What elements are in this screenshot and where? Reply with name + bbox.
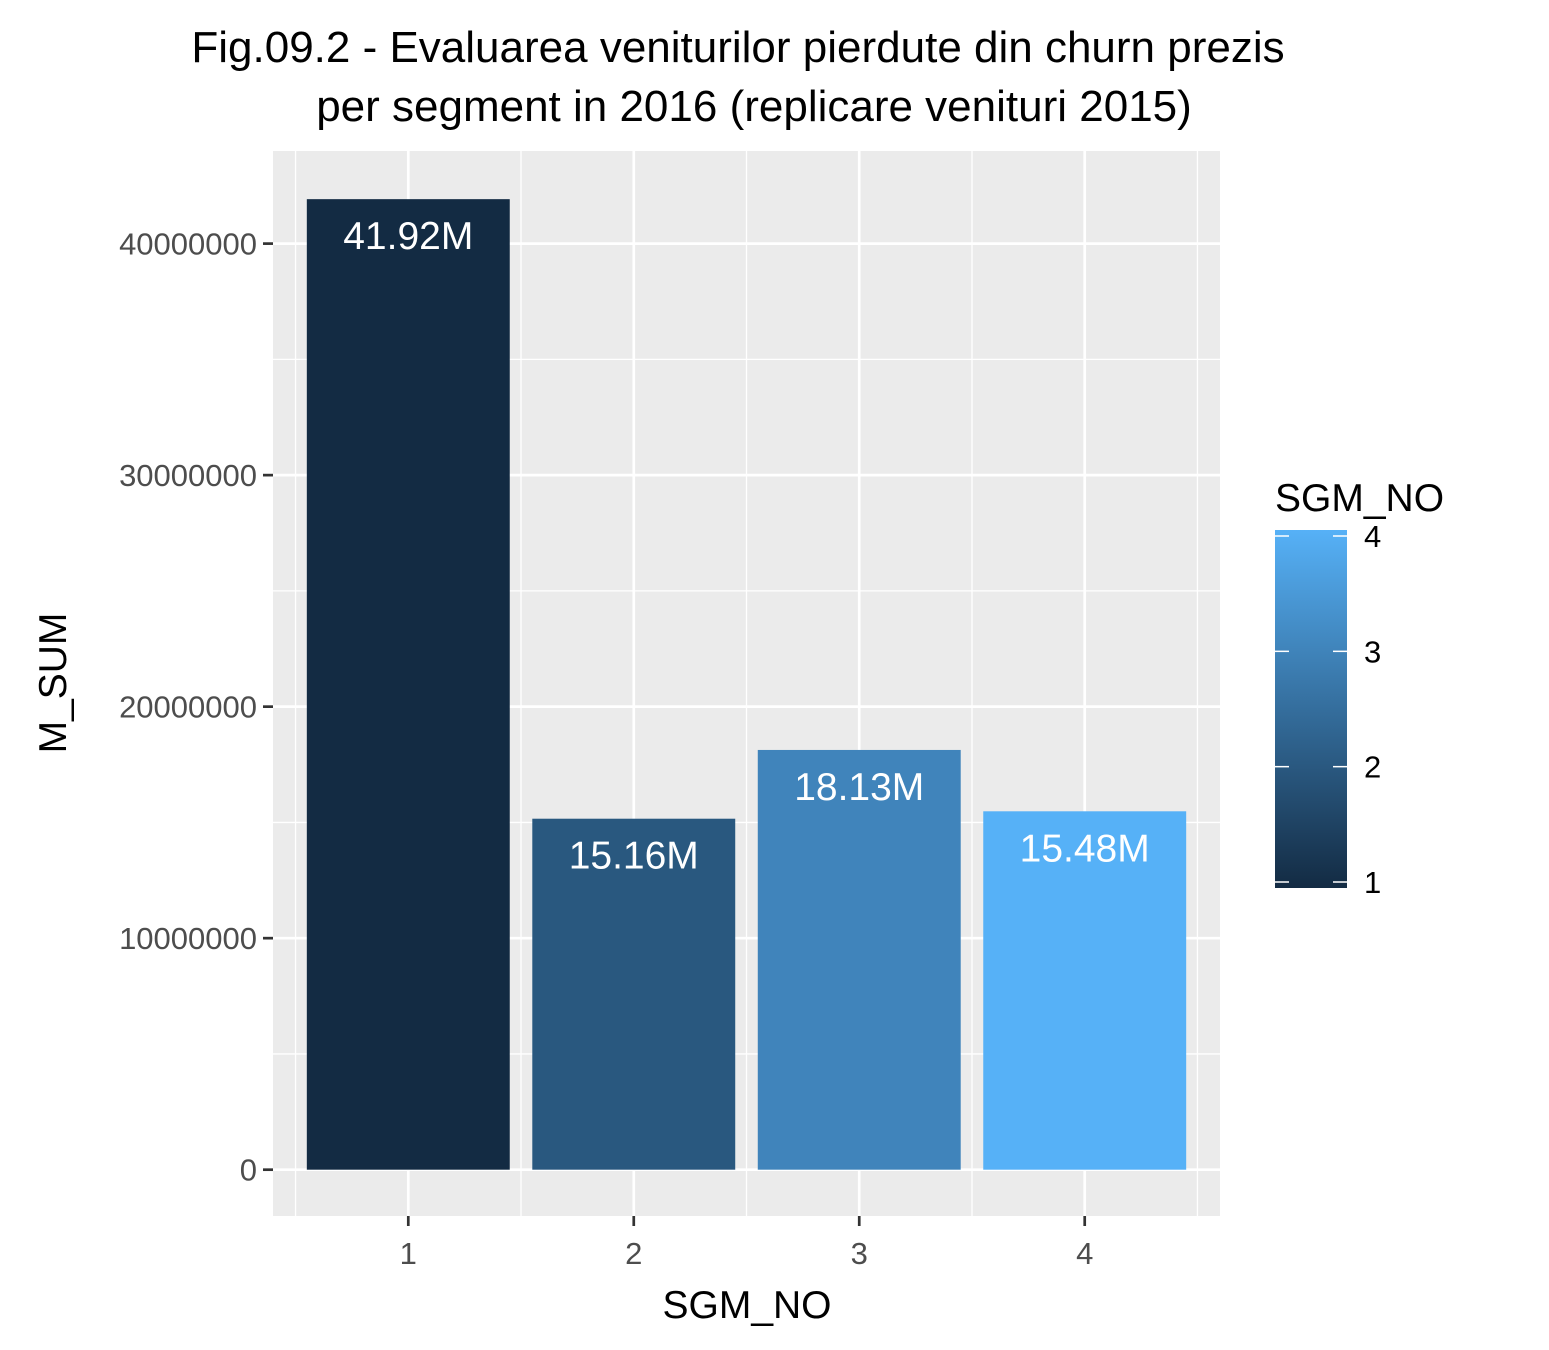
- chart-title-line-2: per segment in 2016 (replicare venituri …: [316, 82, 1192, 131]
- x-axis: 1 2 3 4: [400, 1216, 1093, 1271]
- x-axis-title: SGM_NO: [662, 1284, 831, 1327]
- plot-panel: 41.92M 15.16M 18.13M 15.48M: [273, 151, 1220, 1216]
- legend-tick-label: 1: [1364, 865, 1381, 900]
- bar-value-label: 15.16M: [569, 835, 699, 878]
- bars: [306, 199, 1187, 1170]
- y-tick-label: 20000000: [119, 690, 257, 725]
- y-axis-title: M_SUM: [32, 613, 75, 754]
- legend-title: SGM_NO: [1275, 477, 1444, 520]
- chart-title-line-1: Fig.09.2 - Evaluarea veniturilor pierdut…: [191, 23, 1284, 72]
- bar-segment-3: [757, 749, 961, 1170]
- legend-tick-label: 2: [1364, 750, 1381, 785]
- x-tick-label: 1: [400, 1236, 417, 1271]
- bar-value-label: 18.13M: [794, 766, 924, 809]
- legend-colorbar: [1275, 530, 1347, 888]
- bar-value-label: 41.92M: [343, 215, 473, 258]
- bar-value-label: 15.48M: [1020, 827, 1150, 870]
- y-tick-label: 0: [240, 1153, 257, 1188]
- legend-tick-label: 3: [1364, 634, 1381, 669]
- y-tick-label: 10000000: [119, 921, 257, 956]
- x-tick-label: 4: [1076, 1236, 1093, 1271]
- bar-segment-1: [306, 199, 510, 1170]
- legend-ticks: 1 2 3 4: [1275, 519, 1381, 900]
- x-tick-label: 2: [625, 1236, 642, 1271]
- bar-segment-2: [532, 818, 736, 1170]
- color-legend: SGM_NO 1 2 3 4: [1275, 477, 1444, 900]
- bar-segment-4: [983, 811, 1187, 1170]
- y-axis: 0 10000000 20000000 30000000 40000000: [119, 227, 273, 1188]
- y-tick-label: 40000000: [119, 227, 257, 262]
- legend-tick-label: 4: [1364, 519, 1381, 554]
- bar-labels: 41.92M 15.16M 18.13M 15.48M: [343, 215, 1150, 878]
- x-tick-label: 3: [851, 1236, 868, 1271]
- y-tick-label: 30000000: [119, 458, 257, 493]
